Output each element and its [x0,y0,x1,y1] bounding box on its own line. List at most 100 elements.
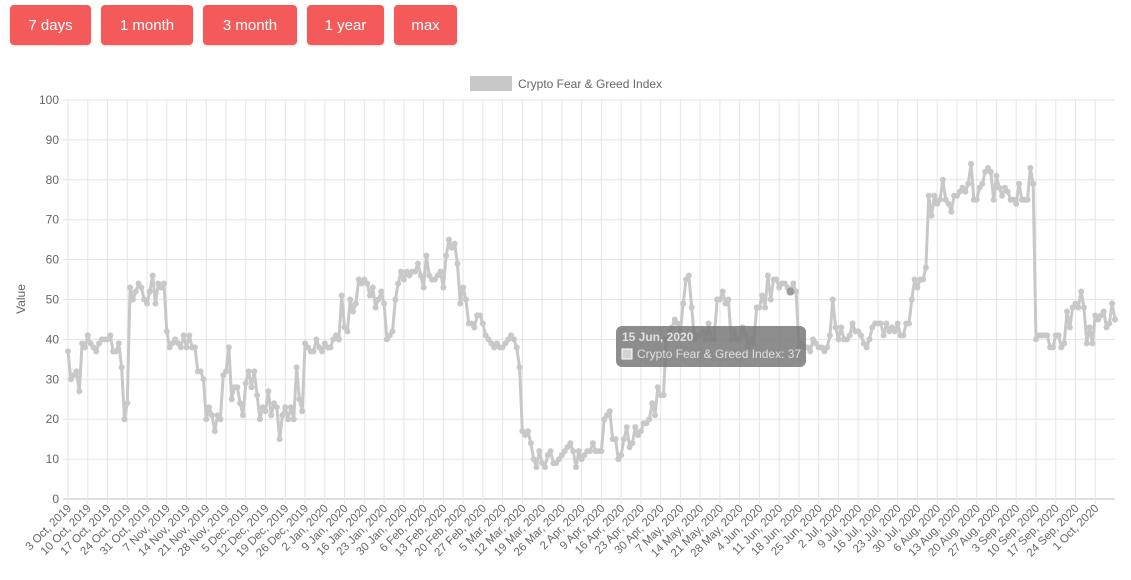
data-point[interactable] [138,284,145,291]
data-point[interactable] [920,276,927,283]
data-point[interactable] [144,300,151,307]
data-point[interactable] [462,296,469,303]
data-point[interactable] [987,168,994,175]
data-point[interactable] [570,448,577,455]
data-point[interactable] [510,336,517,343]
data-point[interactable] [460,284,467,291]
data-point[interactable] [832,324,839,331]
data-point[interactable] [905,320,912,327]
data-point[interactable] [1080,304,1087,311]
data-point[interactable] [773,276,780,283]
data-point[interactable] [793,288,800,295]
data-point[interactable] [163,328,170,335]
data-point[interactable] [931,192,938,199]
data-point[interactable] [589,440,596,447]
data-point[interactable] [217,416,224,423]
data-point[interactable] [268,412,275,419]
data-point[interactable] [516,364,523,371]
data-point[interactable] [234,384,241,391]
data-point[interactable] [177,344,184,351]
data-point[interactable] [928,212,935,219]
data-point[interactable] [939,176,946,183]
data-point[interactable] [863,344,870,351]
data-point[interactable] [313,336,320,343]
data-point[interactable] [525,428,531,435]
data-point[interactable] [366,292,373,299]
data-point[interactable] [285,416,292,423]
data-point[interactable] [649,400,656,407]
data-point[interactable] [826,332,833,339]
data-point[interactable] [237,400,244,407]
data-point[interactable] [629,440,636,447]
data-point[interactable] [527,440,534,447]
data-point[interactable] [310,348,317,355]
data-point[interactable] [1013,200,1020,207]
range-1-year-button[interactable]: 1 year [307,5,384,45]
data-point[interactable] [547,448,554,455]
data-point[interactable] [1112,316,1118,323]
data-point[interactable] [347,296,354,303]
data-point[interactable] [279,412,286,419]
data-point[interactable] [479,320,486,327]
data-point[interactable] [620,436,627,443]
data-point[interactable] [242,380,249,387]
data-point[interactable] [400,276,407,283]
data-point[interactable] [256,416,263,423]
data-point[interactable] [790,280,797,287]
data-point[interactable] [1064,308,1071,315]
data-point[interactable] [445,236,452,243]
data-point[interactable] [318,348,325,355]
data-point[interactable] [513,344,520,351]
data-point[interactable] [65,348,71,355]
data-point[interactable] [1027,164,1034,171]
data-point[interactable] [293,364,300,371]
data-point[interactable] [344,328,351,335]
data-point[interactable] [900,332,907,339]
data-point[interactable] [152,300,159,307]
data-point[interactable] [389,328,396,335]
data-point[interactable] [248,384,255,391]
data-point[interactable] [121,416,128,423]
data-point[interactable] [979,180,986,187]
data-point[interactable] [637,428,644,435]
data-point[interactable] [922,264,929,271]
data-point[interactable] [762,304,769,311]
data-point[interactable] [417,272,424,279]
data-point[interactable] [999,192,1006,199]
data-point[interactable] [395,280,402,287]
data-point[interactable] [200,376,207,383]
data-point[interactable] [973,196,980,203]
data-point[interactable] [824,344,831,351]
data-point[interactable] [251,368,258,375]
data-point[interactable] [381,300,388,307]
data-point[interactable] [132,288,139,295]
data-point[interactable] [849,320,856,327]
data-point[interactable] [1066,324,1073,331]
data-point[interactable] [660,392,667,399]
chart-legend[interactable]: Crypto Fear & Greed Index [470,76,662,91]
data-point[interactable] [993,172,1000,179]
data-point[interactable] [1100,308,1107,315]
data-point[interactable] [877,320,884,327]
data-point[interactable] [1030,180,1037,187]
data-point[interactable] [632,424,639,431]
data-point[interactable] [84,332,91,339]
data-point[interactable] [725,296,732,303]
data-point[interactable] [858,332,865,339]
data-point[interactable] [262,408,269,415]
data-point[interactable] [423,252,430,259]
data-point[interactable] [378,288,385,295]
data-point[interactable] [1049,344,1056,351]
data-point[interactable] [587,448,594,455]
data-point[interactable] [948,208,955,215]
data-point[interactable] [338,292,345,299]
data-point[interactable] [412,268,419,275]
data-point[interactable] [93,348,100,355]
data-point[interactable] [829,296,836,303]
data-point[interactable] [276,436,283,443]
data-point[interactable] [211,428,218,435]
data-point[interactable] [335,336,342,343]
data-point[interactable] [1089,340,1096,347]
data-point[interactable] [296,396,303,403]
